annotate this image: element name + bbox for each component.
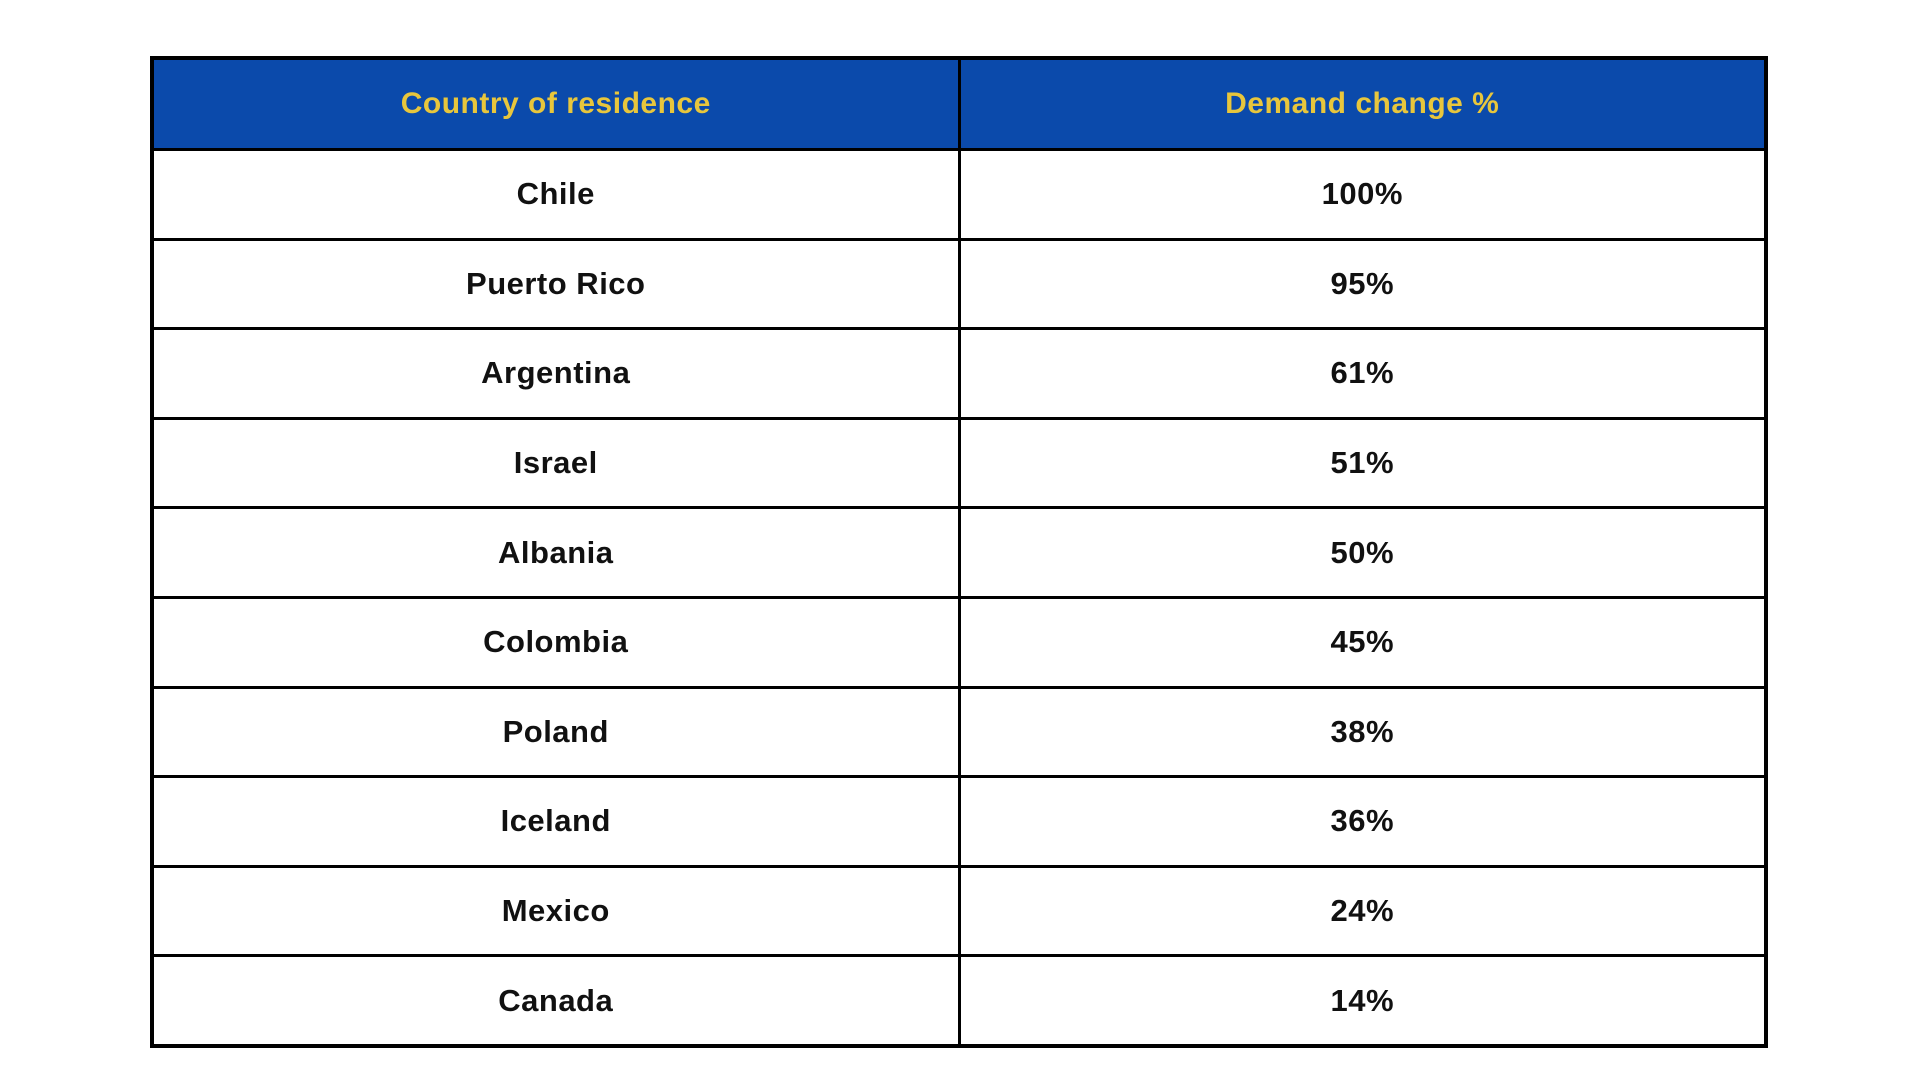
table-row: Mexico 24% xyxy=(154,867,1764,958)
country-cell: Argentina xyxy=(154,330,961,417)
country-cell: Albania xyxy=(154,509,961,596)
table-row: Canada 14% xyxy=(154,957,1764,1044)
country-cell: Iceland xyxy=(154,778,961,865)
table-row: Israel 51% xyxy=(154,419,1764,510)
value-cell: 51% xyxy=(960,419,1764,507)
country-cell: Israel xyxy=(154,419,961,507)
value-cell: 24% xyxy=(960,867,1764,955)
country-cell: Puerto Rico xyxy=(154,240,961,328)
table-row: Poland 38% xyxy=(154,688,1764,779)
table-row: Chile 100% xyxy=(154,151,1764,241)
table-row: Albania 50% xyxy=(154,509,1764,599)
value-cell: 95% xyxy=(960,240,1764,328)
country-cell: Canada xyxy=(154,957,961,1044)
country-cell: Colombia xyxy=(154,598,961,686)
table-row: Puerto Rico 95% xyxy=(154,240,1764,331)
header-row: Country of residence Demand change % xyxy=(154,60,1764,151)
table-row: Iceland 36% xyxy=(154,778,1764,868)
value-cell: 100% xyxy=(960,151,1764,238)
table-row: Colombia 45% xyxy=(154,598,1764,689)
value-cell: 14% xyxy=(960,957,1764,1044)
demand-change-table: Country of residence Demand change % Chi… xyxy=(150,56,1768,1048)
country-cell: Chile xyxy=(154,151,961,238)
header-cell-demand-change: Demand change % xyxy=(960,60,1764,148)
value-cell: 45% xyxy=(960,598,1764,686)
country-cell: Mexico xyxy=(154,867,961,955)
country-cell: Poland xyxy=(154,688,961,776)
value-cell: 38% xyxy=(960,688,1764,776)
value-cell: 36% xyxy=(960,778,1764,865)
value-cell: 61% xyxy=(960,330,1764,417)
header-cell-country: Country of residence xyxy=(154,60,961,148)
table-row: Argentina 61% xyxy=(154,330,1764,420)
value-cell: 50% xyxy=(960,509,1764,596)
